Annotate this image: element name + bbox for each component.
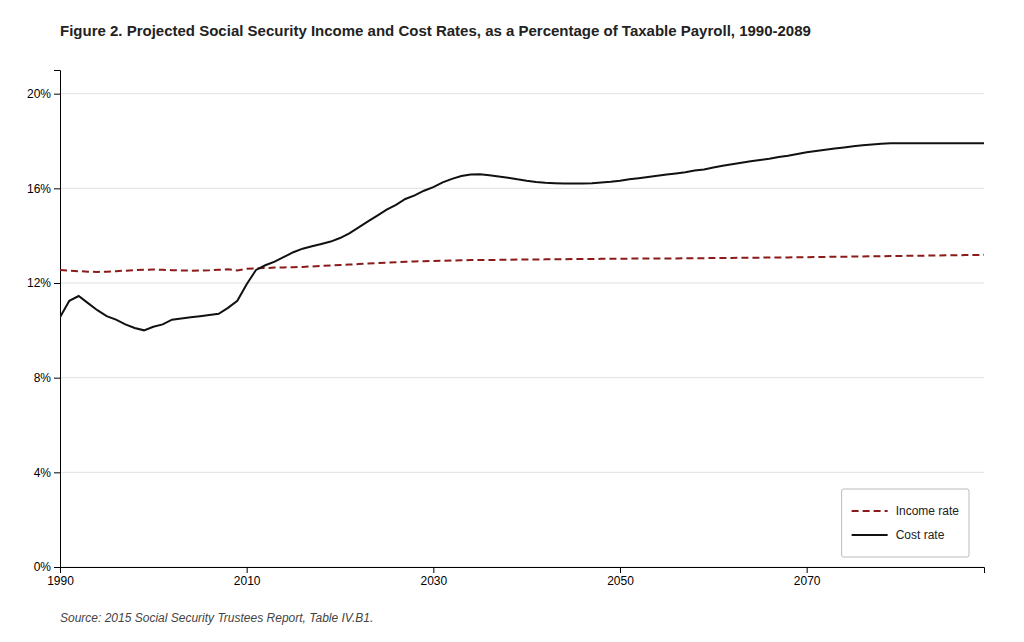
- tick-mark: [807, 567, 808, 573]
- legend-label: Cost rate: [896, 528, 945, 542]
- grid: [60, 94, 984, 567]
- title: Figure 2. Projected Social Security Inco…: [60, 22, 811, 39]
- tick: 2050: [607, 567, 634, 588]
- legend-item: Cost rate: [852, 528, 945, 542]
- plot-area: 1990 2010 2030 2050 2070 0% 4% 8% 12% 16% 20% Incom…: [27, 71, 985, 588]
- tick-mark: [247, 567, 248, 573]
- tick-label: 20%: [27, 87, 51, 101]
- tick-label: 1990: [47, 574, 74, 588]
- grid-line: [60, 283, 984, 284]
- legend-item: Income rate: [852, 504, 960, 518]
- tick-mark: [54, 378, 60, 379]
- chart: 1990 2010 2030 2050 2070 0% 4% 8% 12% 16% 20% Incom…: [0, 0, 1024, 642]
- tick: 20%: [27, 87, 60, 101]
- legend-swatch: [852, 510, 888, 512]
- tick-mark: [54, 567, 60, 568]
- tick-label: 16%: [27, 182, 51, 196]
- tick-label: 4%: [34, 466, 52, 480]
- series-line: [60, 255, 984, 272]
- grid-line: [60, 93, 984, 94]
- tick: 4%: [34, 466, 60, 480]
- tick-label: 2030: [420, 574, 447, 588]
- series-line: [60, 143, 984, 330]
- grid-line: [60, 377, 984, 378]
- tick: 2070: [794, 567, 821, 588]
- x-axis: 1990 2010 2030 2050 2070: [47, 567, 984, 588]
- tick-mark: [433, 567, 434, 573]
- grid-line: [60, 188, 984, 189]
- tick-label: 0%: [34, 560, 52, 574]
- legend-box: [842, 489, 969, 557]
- tick: 8%: [34, 371, 60, 385]
- legend-swatch: [852, 534, 888, 536]
- tick-label: 12%: [27, 276, 51, 290]
- axis-line: [54, 71, 61, 568]
- tick: 16%: [27, 182, 60, 196]
- tick-mark: [54, 188, 60, 189]
- series-lines: [60, 143, 984, 330]
- tick: 0%: [34, 560, 60, 574]
- tick-label: 8%: [34, 371, 52, 385]
- tick-label: 2010: [234, 574, 261, 588]
- tick: 12%: [27, 276, 60, 290]
- axis-line: [61, 568, 985, 574]
- tick-mark: [54, 472, 60, 473]
- tick-label: 2070: [794, 574, 821, 588]
- annotation: Source: 2015 Social Security Trustees Re…: [60, 611, 373, 625]
- tick-label: 2050: [607, 574, 634, 588]
- legend: Income rate Cost rate: [842, 489, 969, 557]
- legend-label: Income rate: [896, 504, 960, 518]
- tick-mark: [54, 94, 60, 95]
- tick-mark: [620, 567, 621, 573]
- tick-mark: [54, 283, 60, 284]
- tick: 2030: [420, 567, 447, 588]
- tick: 1990: [47, 567, 74, 588]
- tick: 2010: [234, 567, 261, 588]
- y-axis: 0% 4% 8% 12% 16% 20%: [27, 71, 61, 575]
- grid-line: [60, 472, 984, 473]
